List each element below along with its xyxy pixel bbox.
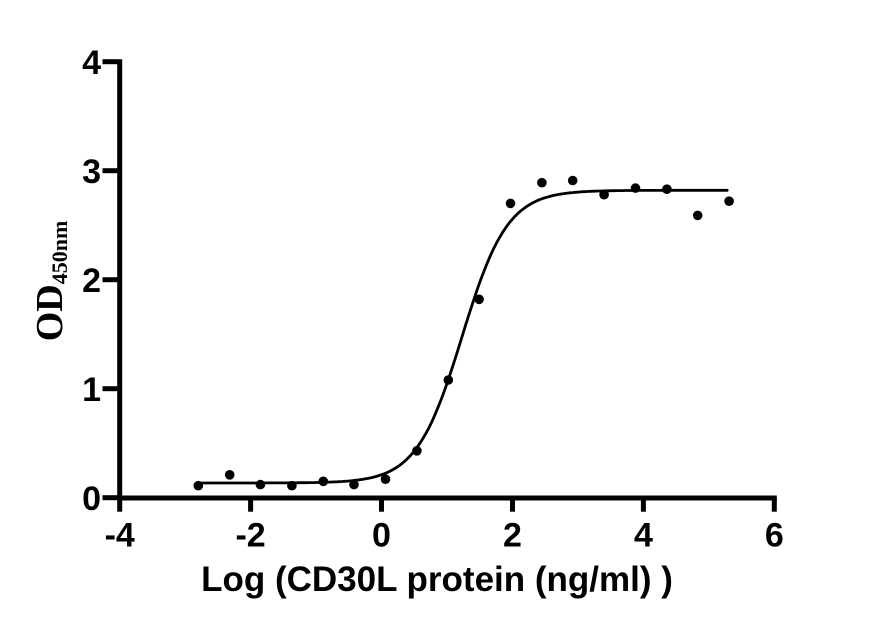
x-tick-label: 4 xyxy=(634,517,653,555)
data-point xyxy=(537,177,547,188)
y-tick-label: 3 xyxy=(82,153,101,191)
data-point xyxy=(662,184,672,194)
axis-ticks xyxy=(102,59,777,512)
y-tick-label: 4 xyxy=(82,44,101,82)
data-point xyxy=(567,175,578,186)
data-point xyxy=(599,189,609,200)
fit-curve xyxy=(196,188,729,485)
x-tick-label: -4 xyxy=(105,517,135,555)
data-points xyxy=(193,175,734,491)
x-tick-label: 0 xyxy=(372,517,391,555)
y-axis-title: OD450nm xyxy=(29,221,72,342)
y-tick-label: 1 xyxy=(82,371,101,409)
x-tick-label: -2 xyxy=(235,517,265,555)
data-point xyxy=(224,470,235,480)
data-point xyxy=(630,183,641,193)
y-tick-label: 0 xyxy=(82,480,101,518)
data-point xyxy=(349,479,359,490)
data-point xyxy=(474,294,484,305)
axis-tick-labels: 0 1 2 3 4 -4 -2 0 2 4 6 xyxy=(82,44,784,554)
data-point xyxy=(724,196,734,206)
y-axis-title-main: OD xyxy=(29,284,71,341)
x-tick-label: 2 xyxy=(503,517,522,555)
data-point xyxy=(380,474,391,485)
data-point xyxy=(255,479,266,490)
y-axis-title-subscript: 450nm xyxy=(47,221,72,285)
data-point xyxy=(443,375,454,385)
data-point xyxy=(318,476,329,487)
data-point xyxy=(412,446,422,456)
data-point xyxy=(193,480,204,491)
y-tick-label: 2 xyxy=(82,262,101,300)
data-point xyxy=(692,210,703,221)
x-axis-title: Log (CD30L protein (ng/ml) ) xyxy=(201,560,673,599)
fit-curve-path xyxy=(196,188,729,485)
axes xyxy=(117,59,777,501)
data-point xyxy=(505,198,516,209)
data-point xyxy=(287,480,297,491)
x-tick-label: 6 xyxy=(765,517,784,555)
